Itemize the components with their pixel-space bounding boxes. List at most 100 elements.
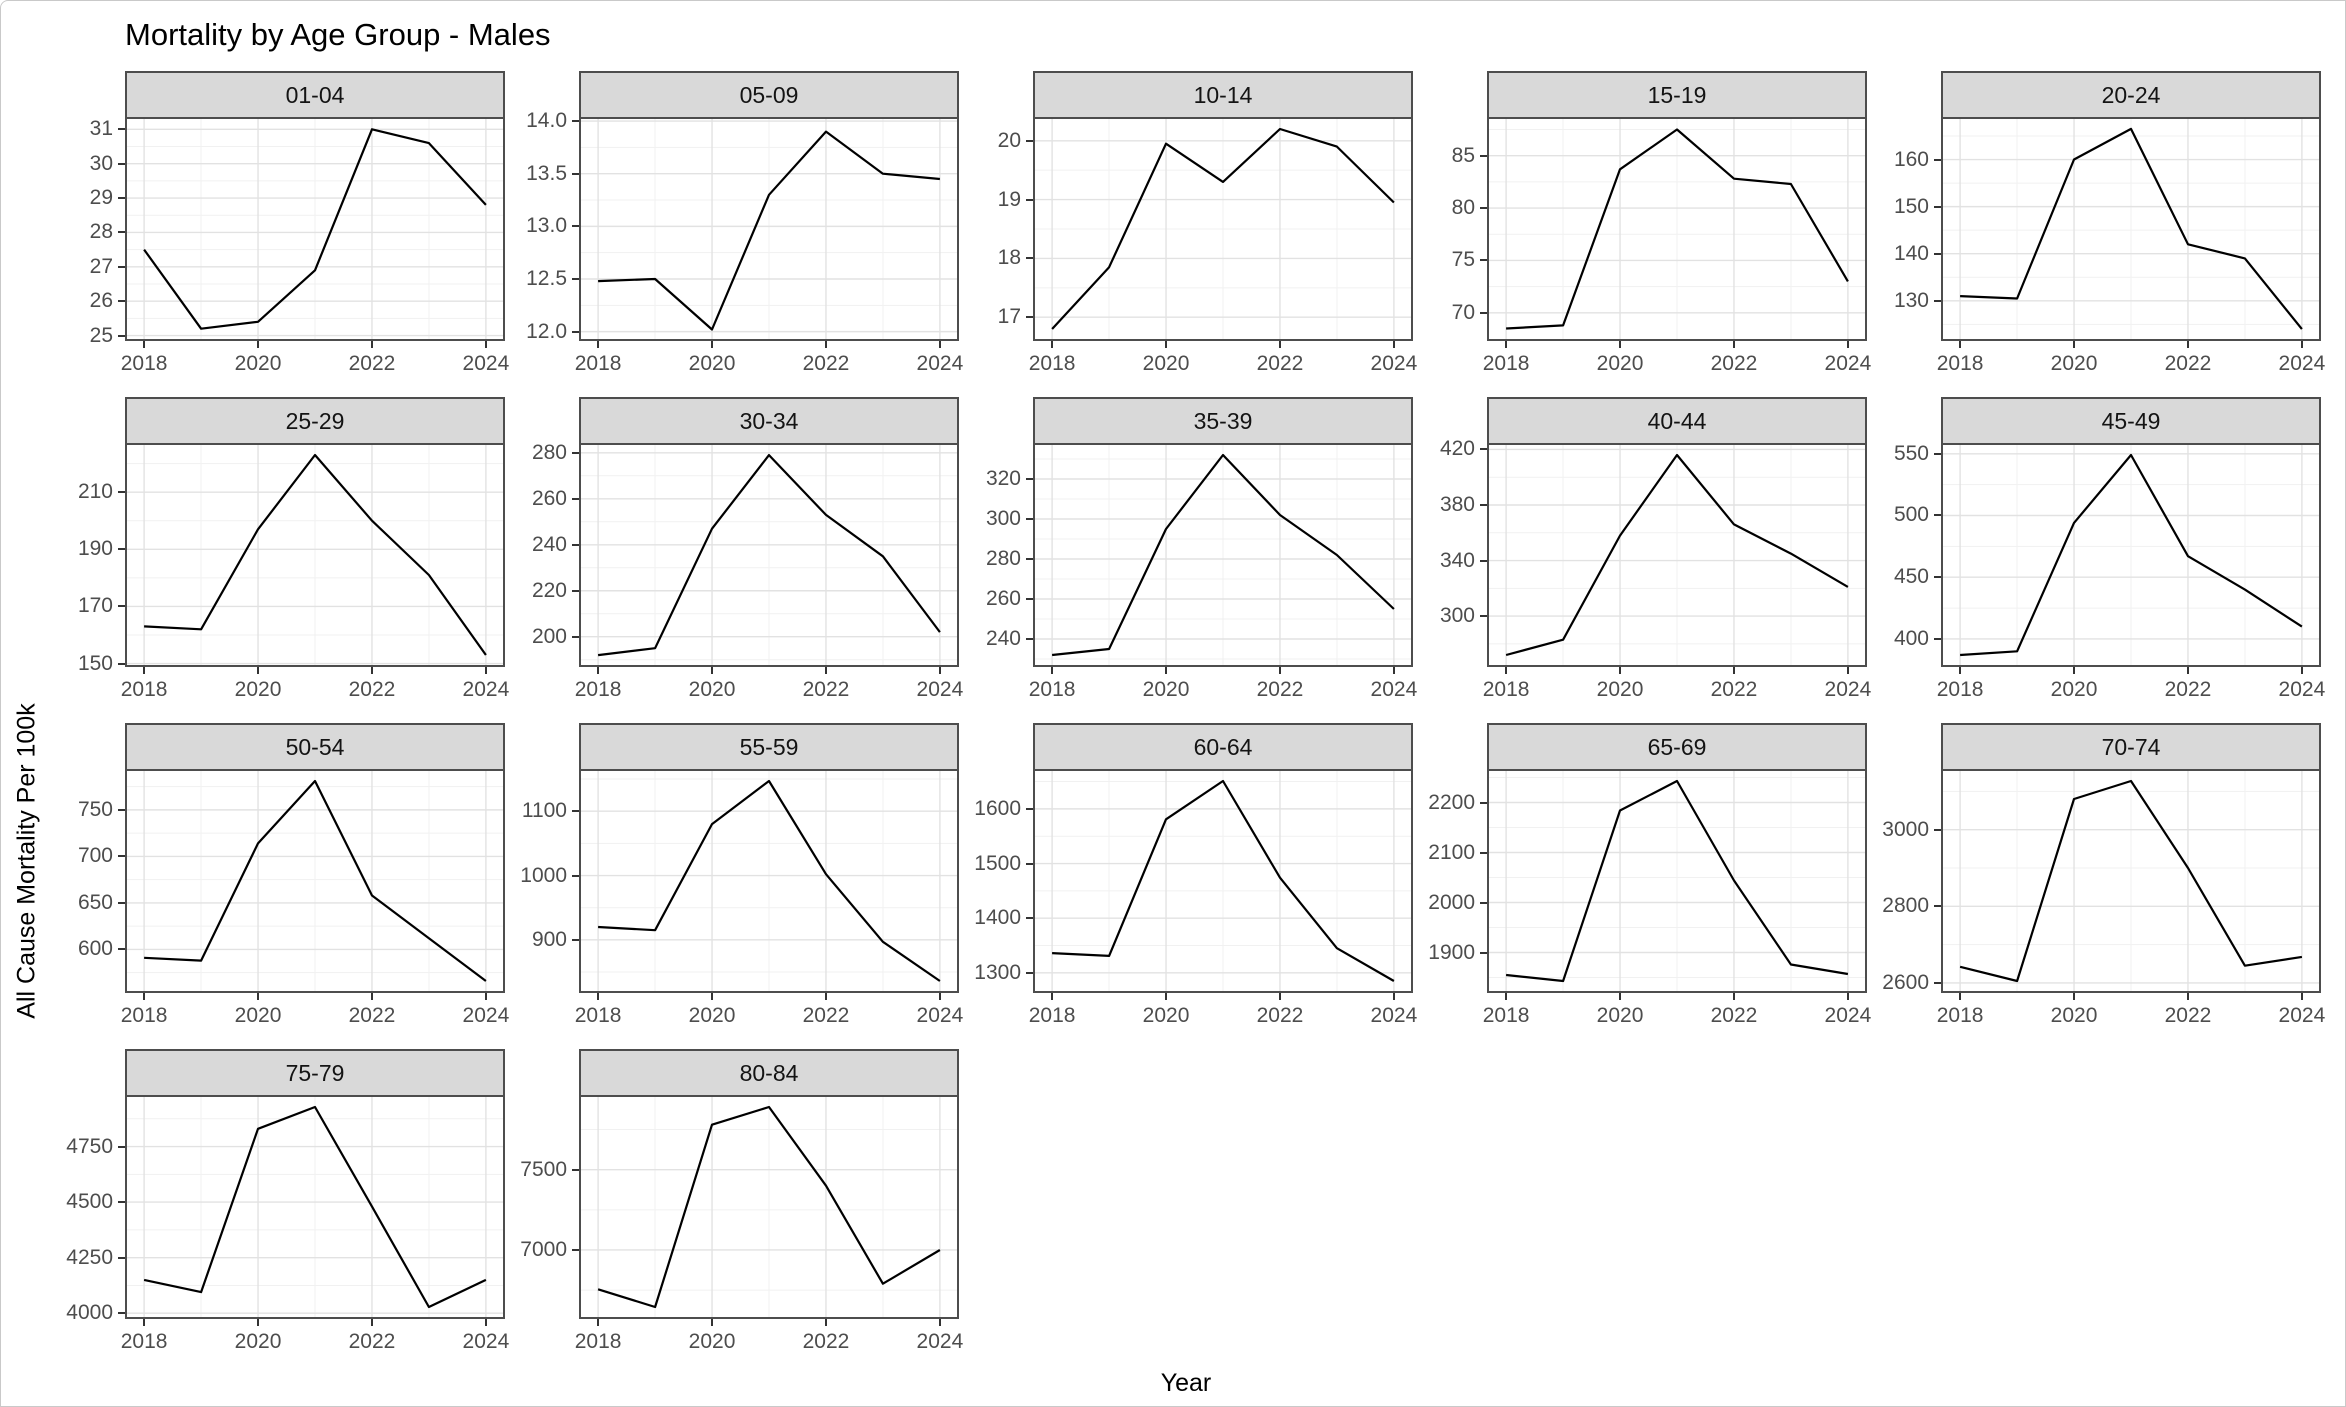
y-tick-mark [1480,901,1487,904]
x-tick-mark [824,993,827,1000]
x-tick-label: 2024 [462,678,510,701]
x-tick-mark [1165,993,1168,1000]
y-tick-label: 130 [1893,288,1929,312]
x-tick-mark [2073,667,2076,674]
facet-75-79: 75-79 4000 4250 4500 4750 2018 2020 2022 2024 [51,1049,509,1367]
y-tick-mark [1480,559,1487,562]
x-tick-label: 2020 [688,352,736,375]
y-tick-mark [1480,259,1487,262]
y-tick-label: 4500 [66,1190,113,1214]
x-tick-mark [1959,341,1962,348]
x-tick-mark [2186,341,2189,348]
x-tick-mark [1505,341,1508,348]
y-tick-mark [118,334,125,337]
y-axis-ticks: 400 450 500 550 [1867,442,1941,665]
x-tick-label: 2018 [120,678,168,701]
facet-strip-label: 05-09 [739,81,799,108]
mortality-line [598,779,941,982]
y-tick-label: 750 [77,797,113,821]
x-tick-label: 2022 [348,352,396,375]
x-tick-mark [2300,667,2303,674]
x-tick-mark [257,1319,260,1326]
x-tick-label: 2018 [120,1330,168,1353]
x-tick-mark [824,1319,827,1326]
y-tick-mark [1026,316,1033,319]
y-tick-label: 1400 [974,906,1021,930]
facet-panel [125,443,505,667]
facet-strip-label: 80-84 [739,1059,799,1086]
facet-strip: 10-14 [1033,71,1413,119]
facet-panel [1487,443,1867,667]
y-axis-ticks: 1300 1400 1500 1600 [959,771,1033,991]
facet-60-64: 60-64 1300 1400 1500 1600 2018 2020 2022 2024 [959,723,1417,1041]
y-tick-mark [1934,576,1941,579]
y-axis-ticks: 4000 4250 4500 4750 [51,1097,125,1324]
facet-panel-svg [127,771,503,991]
x-tick-label: 2018 [1936,352,1984,375]
facet-strip-label: 30-34 [739,407,799,434]
y-tick-mark [118,901,125,904]
facet-panel [1487,769,1867,993]
x-tick-mark [1278,667,1281,674]
x-tick-mark [143,1319,146,1326]
x-tick-mark [1505,667,1508,674]
x-tick-mark [257,667,260,674]
x-axis-ticks: 2018 2020 2022 2024 [121,667,509,713]
y-tick-label: 340 [1439,548,1475,572]
x-tick-mark [597,993,600,1000]
x-tick-mark [938,993,941,1000]
y-axis-ticks: 70 75 80 85 [1413,119,1487,339]
y-tick-mark [572,589,579,592]
x-tick-label: 2024 [2278,1004,2326,1027]
x-tick-label: 2020 [1142,352,1190,375]
x-tick-mark [824,341,827,348]
facet-strip: 75-79 [125,1049,505,1097]
y-tick-mark [572,1248,579,1251]
y-tick-mark [1480,448,1487,451]
facet-panel-svg [1943,771,2319,991]
y-tick-mark [1026,862,1033,865]
y-tick-label: 320 [985,467,1021,490]
x-tick-label: 2020 [2050,352,2098,375]
y-axis-ticks: 1900 2000 2100 2200 [1413,771,1487,991]
facet-panel [1033,117,1413,341]
x-tick-mark [257,993,260,1000]
y-tick-label: 650 [77,890,113,914]
x-axis-ticks: 2018 2020 2022 2024 [575,1319,963,1365]
y-tick-mark [1480,311,1487,314]
x-tick-label: 2022 [802,1330,850,1353]
y-tick-mark [118,491,125,494]
facet-panel-svg [127,1097,503,1317]
y-tick-mark [118,808,125,811]
facet-strip-label: 10-14 [1193,81,1253,108]
facet-panel-svg [581,771,957,991]
x-tick-mark [484,993,487,1000]
x-tick-mark [938,341,941,348]
y-axis-ticks: 300 340 380 420 [1413,437,1487,665]
y-tick-label: 190 [77,537,113,561]
x-tick-mark [1846,993,1849,1000]
x-axis-ticks: 2018 2020 2022 2024 [575,993,963,1039]
y-tick-mark [118,197,125,200]
y-tick-label: 240 [531,532,567,556]
y-tick-mark [118,548,125,551]
facet-panel [1487,117,1867,341]
y-tick-mark [572,172,579,175]
y-tick-mark [118,162,125,165]
facet-strip-label: 75-79 [285,1059,345,1086]
y-axis-ticks: 7000 7500 [505,1097,579,1317]
y-tick-mark [1026,638,1033,640]
facet-panel [579,769,959,993]
x-tick-mark [2073,993,2076,1000]
y-tick-mark [572,874,579,877]
x-tick-label: 2020 [1596,352,1644,375]
x-axis-ticks: 2018 2020 2022 2024 [121,341,509,387]
x-tick-label: 2024 [1370,1004,1418,1027]
y-tick-mark [1934,905,1941,908]
x-tick-mark [711,993,714,1000]
x-tick-mark [1051,667,1054,674]
y-tick-mark [118,265,125,268]
y-tick-label: 380 [1439,493,1475,516]
facet-panel-svg [1035,445,1411,665]
x-tick-mark [1846,667,1849,674]
